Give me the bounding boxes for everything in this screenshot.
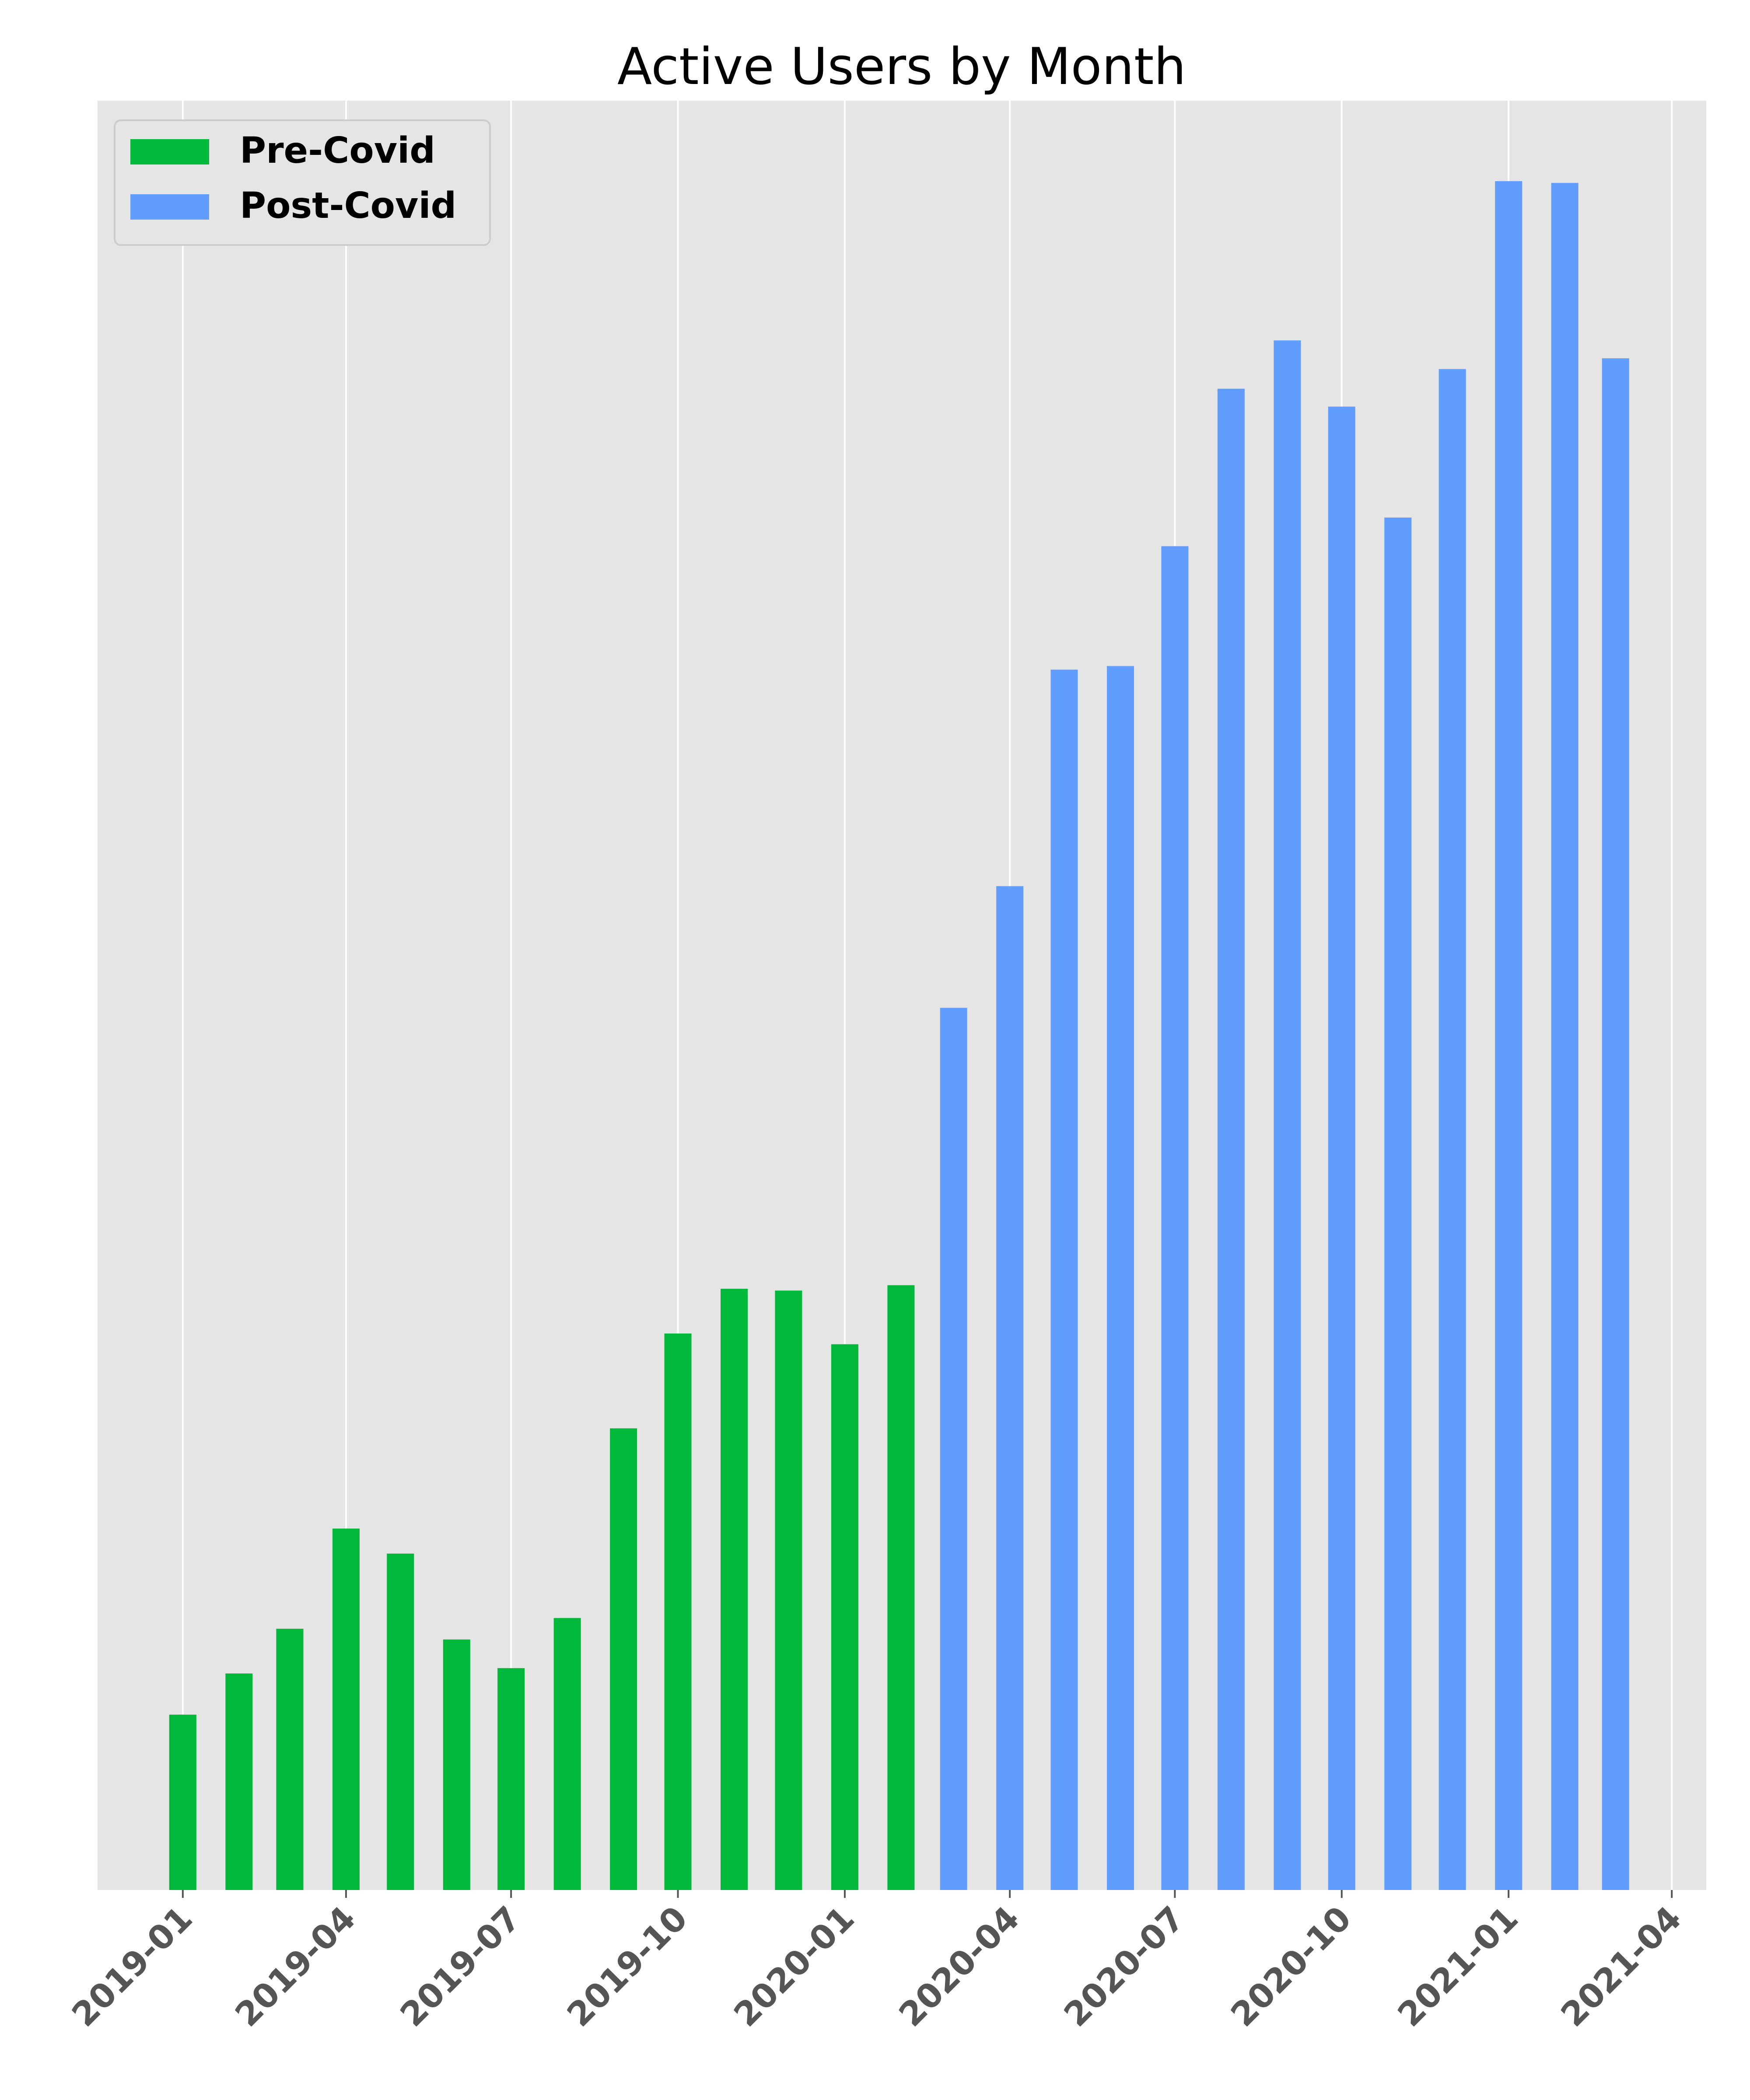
x-tick-label-2019-04: 2019-04: [228, 1899, 363, 2034]
legend: Pre-Covid Post-Covid: [114, 119, 491, 246]
bar-pre-covid-2019-01: [169, 1715, 196, 1890]
bar-post-covid-2020-05: [1050, 669, 1078, 1890]
legend-label-post-covid: Post-Covid: [240, 185, 456, 227]
x-tick-label-2020-07: 2020-07: [1057, 1899, 1192, 2034]
bar-post-covid-2020-08: [1217, 388, 1245, 1890]
bar-pre-covid-2020-02: [887, 1285, 915, 1890]
bar-post-covid-2021-03: [1602, 358, 1629, 1890]
bar-post-covid-2020-04: [996, 886, 1024, 1890]
x-tick-label-2019-07: 2019-07: [392, 1899, 528, 2034]
x-tick-label-2019-01: 2019-01: [64, 1899, 200, 2034]
x-tick-label-2020-10: 2020-10: [1223, 1899, 1359, 2034]
bar-pre-covid-2019-02: [225, 1673, 253, 1890]
x-tick-label-2021-04: 2021-04: [1553, 1899, 1689, 2034]
bar-post-covid-2021-01: [1495, 181, 1522, 1890]
x-tick-label-2019-10: 2019-10: [560, 1899, 695, 2034]
bar-post-covid-2020-06: [1107, 666, 1134, 1890]
bar-pre-covid-2019-04: [332, 1528, 360, 1890]
bar-pre-covid-2020-01: [831, 1344, 858, 1890]
bar-pre-covid-2019-09: [610, 1428, 637, 1890]
bar-post-covid-2020-11: [1384, 517, 1412, 1890]
bar-pre-covid-2019-07: [497, 1668, 525, 1890]
bar-post-covid-2020-09: [1274, 340, 1301, 1890]
bar-pre-covid-2019-05: [387, 1554, 414, 1890]
bar-post-covid-2021-02: [1551, 183, 1578, 1890]
bar-pre-covid-2019-11: [721, 1288, 748, 1890]
chart-title: Active Users by Month: [617, 37, 1186, 96]
legend-swatch-pre-covid: [130, 139, 209, 164]
bar-post-covid-2020-03: [940, 1008, 967, 1890]
legend-swatch-post-covid: [130, 194, 209, 220]
legend-label-pre-covid: Pre-Covid: [240, 130, 435, 172]
x-tick-label-2020-01: 2020-01: [726, 1899, 862, 2034]
bar-pre-covid-2019-10: [664, 1334, 692, 1890]
x-tick-label-2020-04: 2020-04: [891, 1899, 1027, 2034]
bar-post-covid-2020-12: [1438, 369, 1466, 1890]
bar-post-covid-2020-07: [1161, 546, 1189, 1890]
x-tick-label-2021-01: 2021-01: [1390, 1899, 1526, 2034]
bar-pre-covid-2019-03: [276, 1628, 304, 1890]
bar-post-covid-2020-10: [1328, 406, 1355, 1890]
bar-pre-covid-2019-06: [443, 1639, 470, 1890]
bar-pre-covid-2019-12: [775, 1290, 802, 1890]
bars: [169, 181, 1629, 1890]
x-axis: 2019-01 2019-04 2019-07 2019-10 2020-01 2020-…: [64, 1890, 1689, 2034]
bar-pre-covid-2019-08: [553, 1618, 581, 1890]
